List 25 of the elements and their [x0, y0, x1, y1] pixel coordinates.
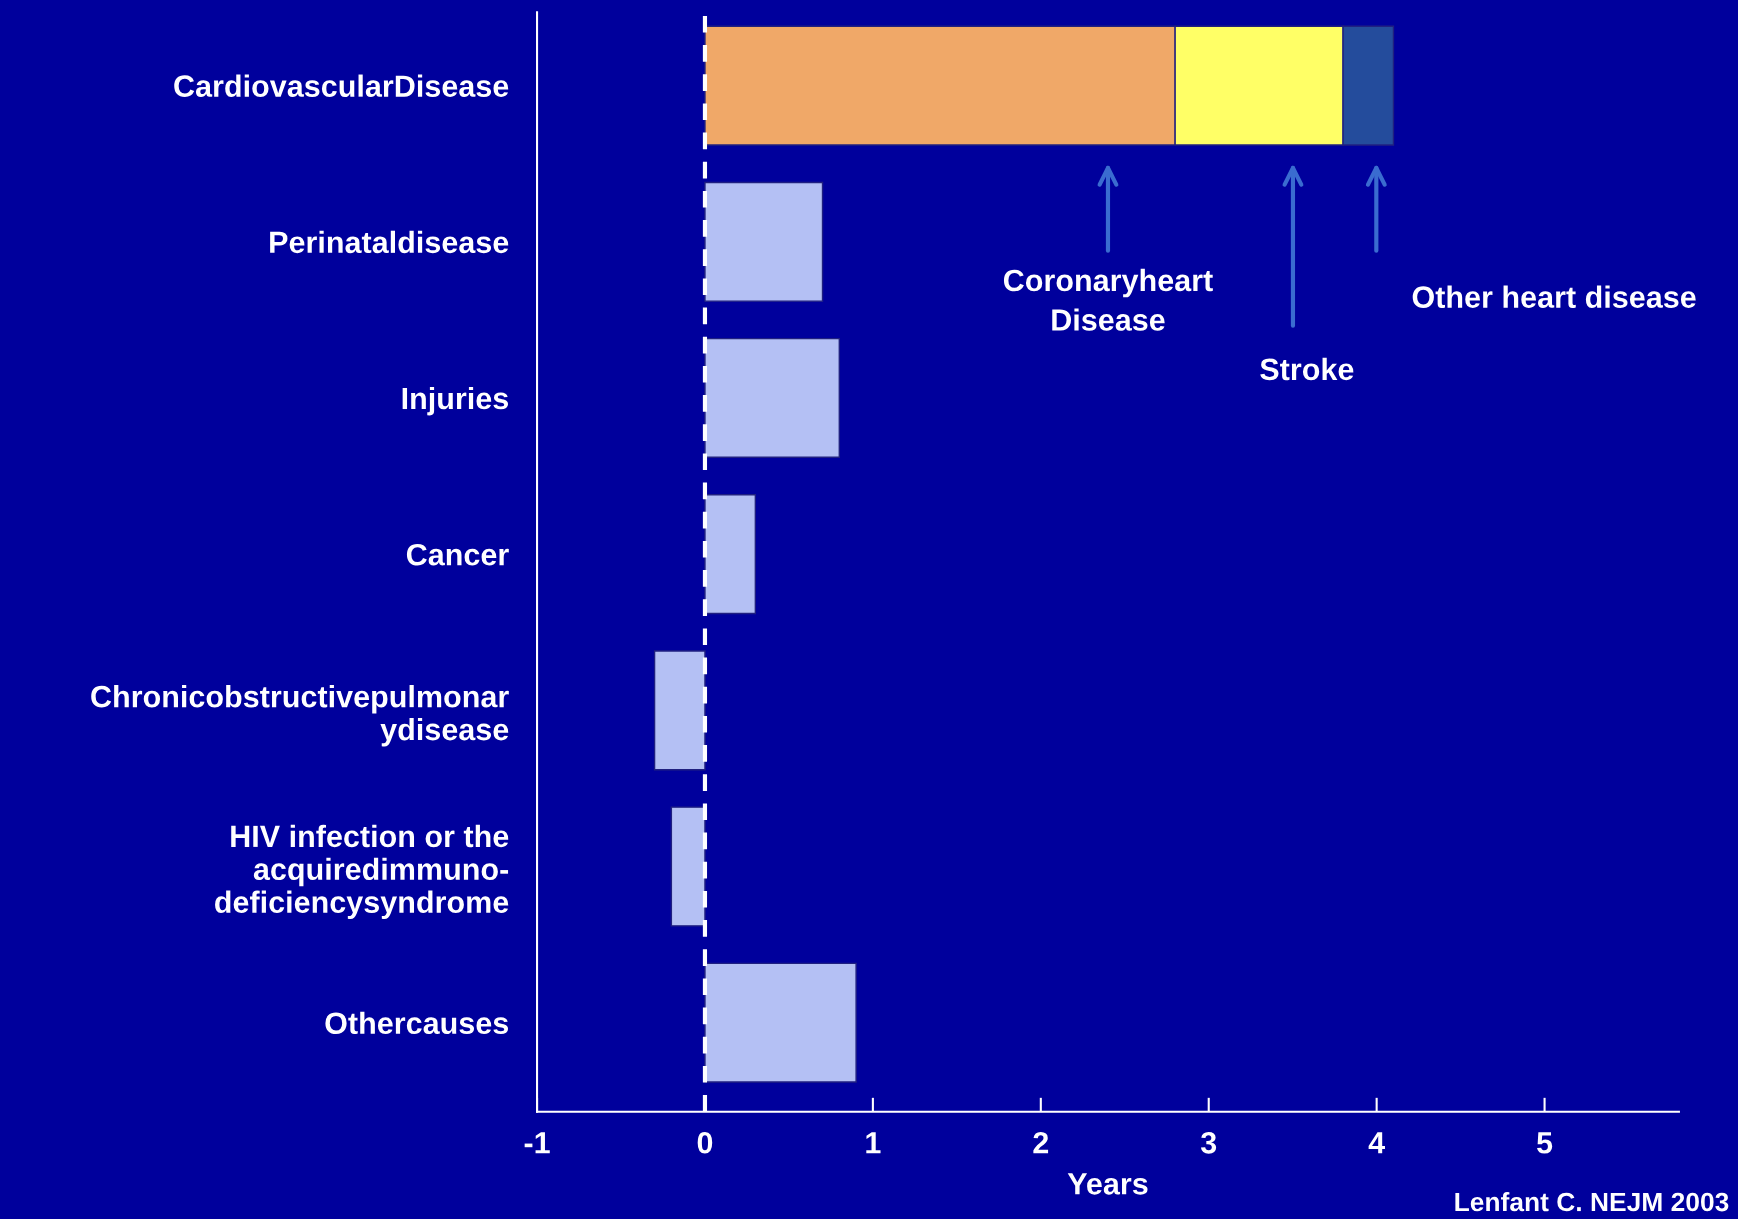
- x-tick-label: 3: [1200, 1131, 1217, 1154]
- annotation: Other heart disease: [1412, 285, 1696, 308]
- x-tick-label: 4: [1368, 1132, 1385, 1154]
- bar: [653, 650, 706, 771]
- x-axis-title: Years: [1067, 1173, 1148, 1195]
- bar: [704, 337, 840, 459]
- x-tick-label: 2: [1033, 1131, 1049, 1154]
- x-tick-label: 1: [866, 1132, 881, 1154]
- bar: [704, 181, 824, 302]
- bar: [704, 962, 857, 1083]
- text: Lenfant C. NEJM 2003: [1455, 1191, 1729, 1212]
- y-tick-label: Chronicobstructivepulmonar ydisease: [91, 685, 509, 747]
- y-tick-label: CardiovascularDisease: [174, 74, 509, 97]
- x-tick-label: 0: [697, 1131, 713, 1154]
- bar: [670, 806, 706, 927]
- x-tick-label: -1: [524, 1132, 550, 1154]
- y-tick-label: Othercauses: [325, 1011, 509, 1035]
- annotation: Stroke: [1260, 357, 1354, 381]
- bar: [704, 494, 757, 615]
- x-tick-label: 5: [1537, 1132, 1553, 1154]
- y-tick-label: HIV infection or the acquiredimmuno- deficiencysyndrome: [215, 824, 509, 920]
- annotation: Coronaryheart Disease: [1003, 268, 1213, 331]
- y-tick-label: Cancer: [406, 543, 509, 566]
- y-tick-label: Perinataldisease: [270, 230, 509, 254]
- y-tick-label: Injuries: [402, 386, 509, 416]
